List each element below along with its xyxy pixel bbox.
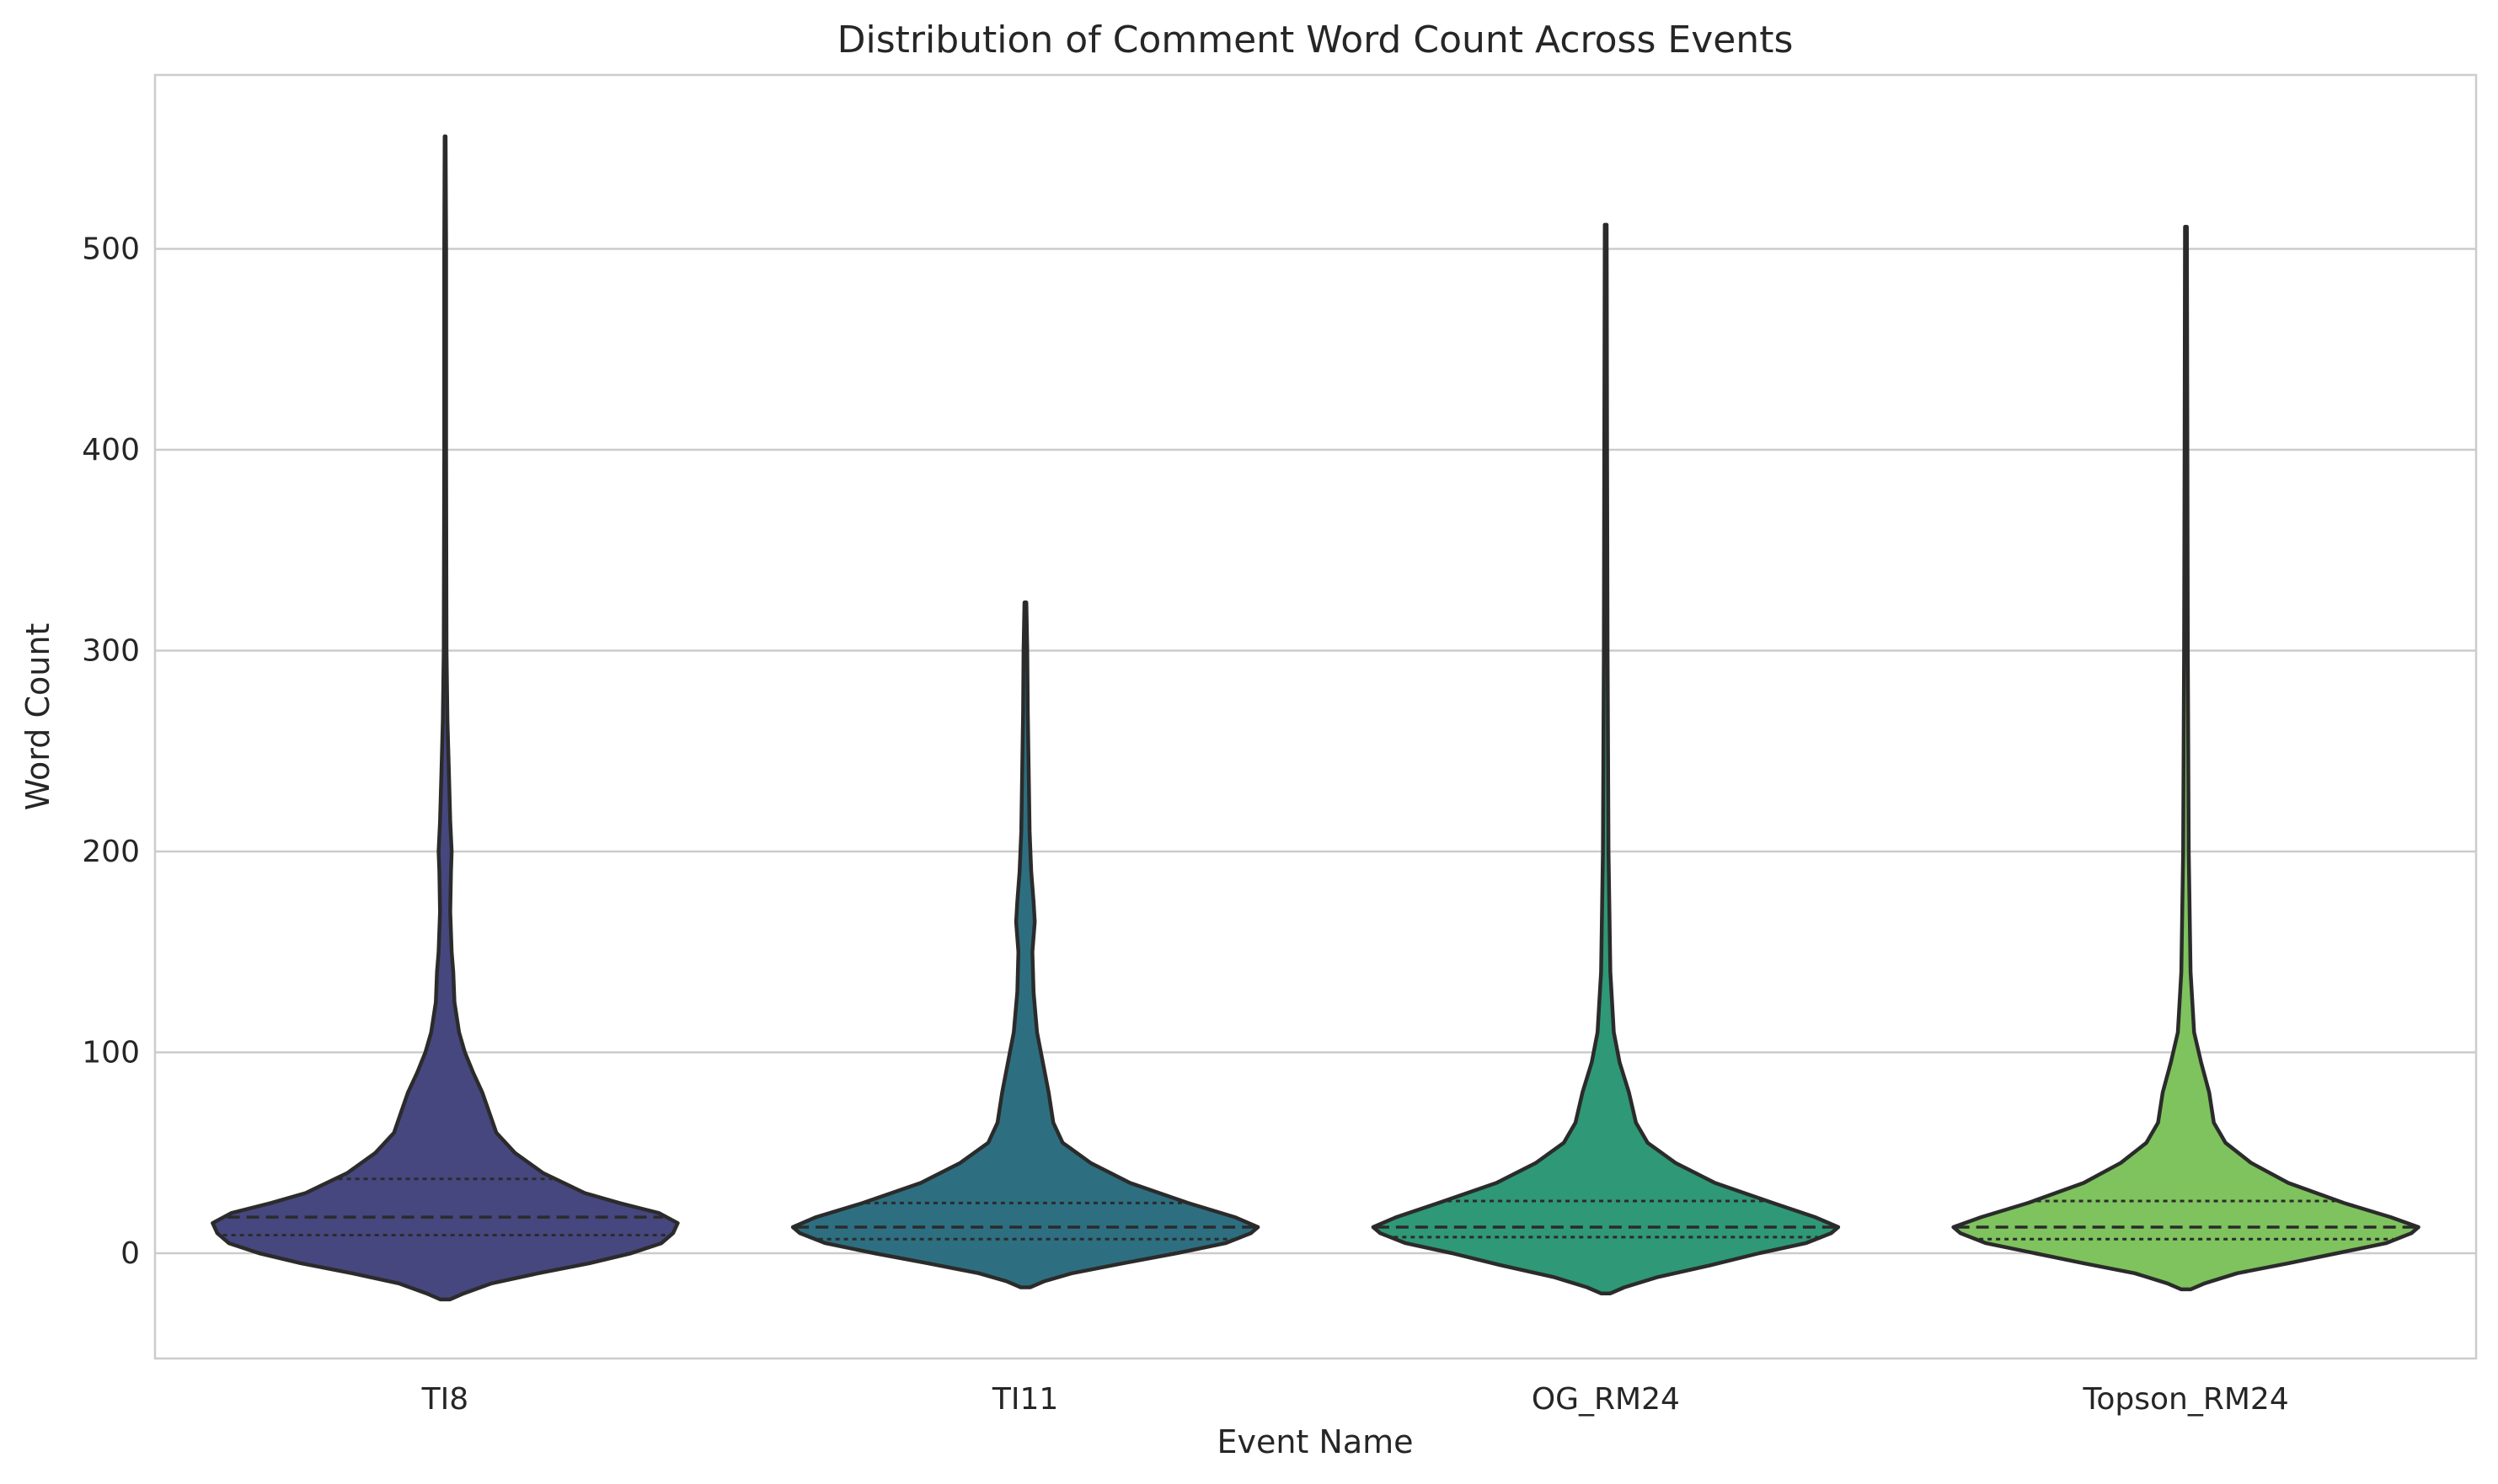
y-axis-ticks: 0 100 200 300 400 500 xyxy=(82,232,140,1272)
x-tick-label-ti11: TI11 xyxy=(992,1382,1058,1417)
violin-body-ti11 xyxy=(790,601,1260,1289)
x-tick-label-topson-rm24: Topson_RM24 xyxy=(2083,1382,2289,1417)
chart-title: Distribution of Comment Word Count Acros… xyxy=(837,19,1794,61)
x-tick-label-og-rm24: OG_RM24 xyxy=(1532,1382,1680,1417)
violin-ti8 xyxy=(211,134,680,1302)
x-axis-title: Event Name xyxy=(1217,1423,1413,1460)
y-tick-label-400: 400 xyxy=(82,433,140,467)
violin-body-og-rm24 xyxy=(1371,222,1841,1295)
y-tick-label-300: 300 xyxy=(82,634,140,669)
y-tick-label-0: 0 xyxy=(120,1236,140,1271)
violin-body-topson-rm24 xyxy=(1951,225,2420,1292)
y-tick-label-500: 500 xyxy=(82,232,140,267)
violins xyxy=(211,134,2420,1302)
violin-og-rm24 xyxy=(1371,222,1841,1295)
y-tick-label-200: 200 xyxy=(82,835,140,869)
violin-body-ti8 xyxy=(211,134,680,1302)
violin-ti11 xyxy=(790,601,1260,1289)
x-tick-label-ti8: TI8 xyxy=(421,1382,469,1417)
violin-topson-rm24 xyxy=(1951,225,2420,1292)
y-axis-title: Word Count xyxy=(19,623,56,811)
x-axis-ticks: TI8 TI11 OG_RM24 Topson_RM24 xyxy=(421,1382,2289,1417)
plot-frame xyxy=(153,73,2478,1360)
y-tick-label-100: 100 xyxy=(82,1036,140,1070)
